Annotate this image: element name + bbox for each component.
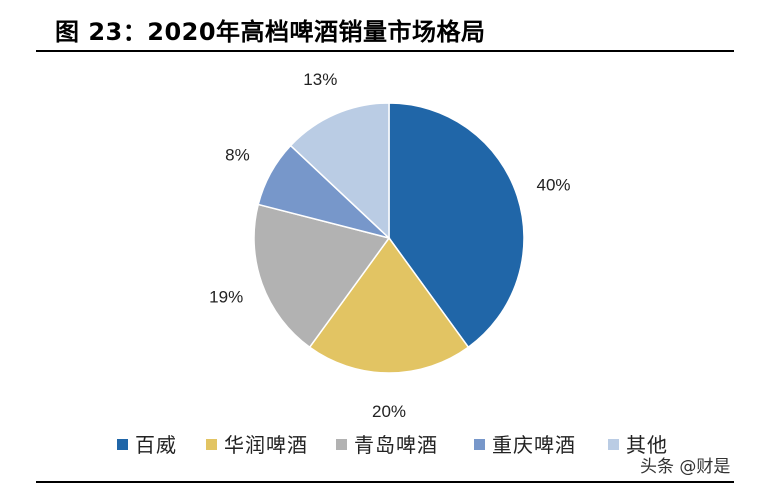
- figure-title: 图 23：2020年高档啤酒销量市场格局: [55, 18, 486, 46]
- legend-swatch-1: [117, 439, 128, 450]
- pie-slice-1: [388, 102, 525, 349]
- pie-slice-3: [253, 203, 391, 349]
- pie-value-label-1: 40%: [536, 176, 570, 195]
- pie-slices: [253, 102, 525, 374]
- pie-value-label-2: 20%: [372, 402, 406, 421]
- pie-value-label-5: 13%: [303, 70, 337, 89]
- top-divider: [36, 50, 734, 52]
- chart-legend: 百威 华润啤酒 青岛啤酒 重庆啤酒 其他: [117, 433, 668, 457]
- watermark-text: 头条 @财是: [640, 457, 731, 477]
- legend-swatch-3: [336, 439, 347, 450]
- pie-value-label-4: 8%: [225, 146, 250, 165]
- legend-label-5: 其他: [626, 433, 668, 457]
- pie-slice-2: [308, 236, 470, 374]
- bottom-divider: [36, 481, 734, 483]
- pie-value-label-3: 19%: [209, 288, 243, 307]
- legend-swatch-5: [608, 439, 619, 450]
- legend-label-2: 华润啤酒: [224, 433, 308, 457]
- legend-swatch-4: [474, 439, 485, 450]
- pie-value-labels: 40% 20% 19% 8% 13%: [209, 70, 570, 421]
- legend-label-1: 百威: [135, 433, 177, 457]
- pie-slice-5: [289, 102, 390, 240]
- legend-label-4: 重庆啤酒: [492, 433, 576, 457]
- legend-label-3: 青岛啤酒: [354, 433, 438, 457]
- legend-swatch-2: [206, 439, 217, 450]
